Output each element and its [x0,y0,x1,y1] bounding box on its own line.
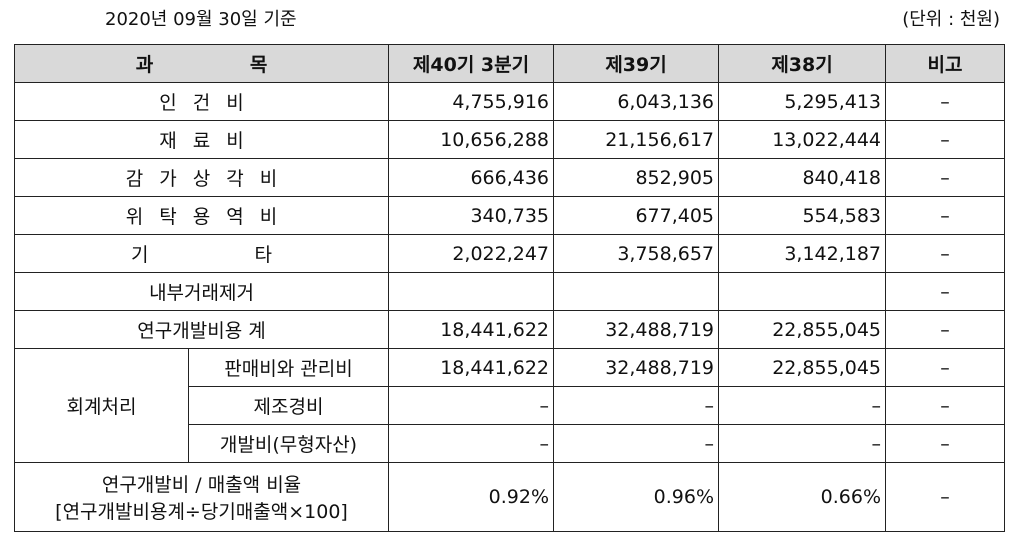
unit: (단위 : 천원) [902,9,1000,30]
table-cell: 제조경비 [187,386,390,425]
table-cell: 기 타 [13,234,390,273]
table-row: 위 탁 용 역 비 340,735 677,405 554,583– [13,196,1006,235]
table-cell: 852,905 [553,158,720,197]
table-cell: 32,488,719 [553,310,720,349]
table-cell: 3,142,187 [718,234,887,273]
table-cell: 위 탁 용 역 비 [13,196,390,235]
table-row: 인 건 비 4,755,916 6,043,136 5,295,413– [13,82,1006,121]
table-cell: 554,583 [718,196,887,235]
table-cell: 인 건 비 [13,82,390,121]
table-cell: 22,855,045 [718,348,887,387]
table-cell: – [718,424,887,463]
ratio-label: 연구개발비 / 매출액 비율 [101,474,302,496]
header-cell: 제39기 [553,44,720,83]
table-cell: – [885,462,1006,532]
table-row: 회계처리 판매비와 관리비 18,441,622 32,488,719 22,855,0… [14,348,1006,463]
table-row: 내부거래제거 – [13,272,1006,311]
table-cell: – [885,424,1006,463]
table-cell: – [885,348,1006,387]
table-cell: – [885,234,1006,273]
table-cell: – [388,424,555,463]
table-cell: 개발비(무형자산) [187,424,390,463]
table-row: 재 료 비 10,656,288 21,156,617 13,022,444– [13,120,1006,159]
table-cell: 666,436 [388,158,555,197]
table-row: 감 가 상 각 비 666,436 852,905 840,418– [13,158,1006,197]
header-cell: 제40기 3분기 [388,44,555,83]
table-cell: – [553,424,720,463]
table-cell: – [885,82,1006,121]
table-row: 연구개발비 / 매출액 비율 [연구개발비용계÷당기매출액×100] 0.92% 0.… [13,462,1006,532]
table-cell: – [885,386,1006,425]
ratio-label: [연구개발비용계÷당기매출액×100] [55,501,348,523]
table-cell: – [885,196,1006,235]
table-cell: 18,441,622 [388,310,555,349]
table-cell: – [885,272,1006,311]
table-cell: 840,418 [718,158,887,197]
table-cell: 340,735 [388,196,555,235]
table-cell: 18,441,622 [388,348,555,387]
table-cell: 10,656,288 [388,120,555,159]
table-cell: 5,295,413 [718,82,887,121]
table-cell: 0.92% [388,462,555,532]
table-cell [718,272,887,311]
table-cell: 내부거래제거 [13,272,390,311]
table-cell: – [885,158,1006,197]
table-cell: 3,758,657 [553,234,720,273]
table-cell [388,272,555,311]
header-cell: 비고 [885,44,1006,83]
base-date: 2020년 09월 30일 기준 [105,9,297,30]
table-cell [553,272,720,311]
table-cell: 연구개발비 / 매출액 비율 [연구개발비용계÷당기매출액×100] [13,462,390,532]
table-row: 기 타 2,022,247 3,758,657 3,142,187– [13,234,1006,273]
rnd-table: 과 목 제40기 3분기 제39기 제38기 비고 인 건 비 4,755,916 6,043… [13,44,1006,532]
table-cell: – [718,386,887,425]
table-cell: – [553,386,720,425]
header-cell: 과 목 [13,44,390,83]
table-row: 연구개발비용 계 18,441,622 32,488,719 22,855,045– [13,310,1006,349]
table-cell: 6,043,136 [553,82,720,121]
table-row: 과 목 제40기 3분기 제39기 제38기 비고 [13,44,1006,83]
table-cell: – [388,386,555,425]
table-cell: 0.96% [553,462,720,532]
table-cell: 판매비와 관리비 [187,348,390,387]
table-cell: – [885,120,1006,159]
table-cell: 0.66% [718,462,887,532]
table-cell: 32,488,719 [553,348,720,387]
table-row: 개발비(무형자산) – – – – [15,424,1006,463]
table-cell: 회계처리 [14,348,189,463]
table-cell: 13,022,444 [718,120,887,159]
header-cell: 제38기 [718,44,887,83]
table-row: 제조경비 – – – – [15,386,1006,425]
table-cell: 22,855,045 [718,310,887,349]
table-cell: 감 가 상 각 비 [13,158,390,197]
table-cell: 4,755,916 [388,82,555,121]
table-cell: – [885,310,1006,349]
table-cell: 2,022,247 [388,234,555,273]
table-cell: 677,405 [553,196,720,235]
table-cell: 21,156,617 [553,120,720,159]
table-cell: 연구개발비용 계 [13,310,390,349]
table-body: 과 목 제40기 3분기 제39기 제38기 비고 인 건 비 4,755,916 6,043… [13,44,1006,532]
table-cell: 재 료 비 [13,120,390,159]
